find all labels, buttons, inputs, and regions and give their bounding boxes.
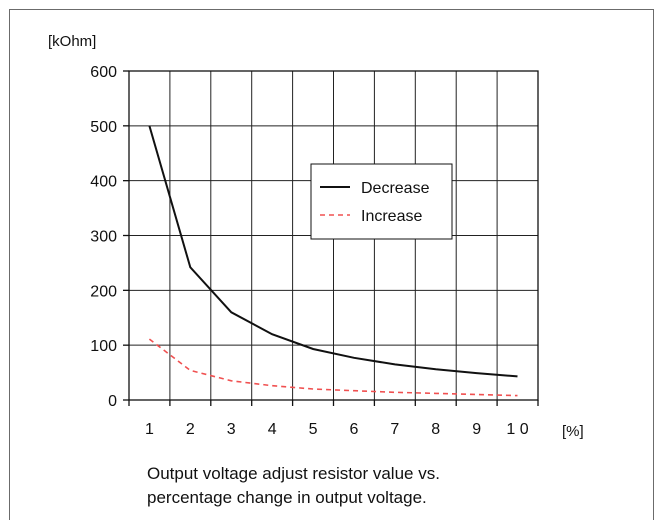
x-tick-label: 7 xyxy=(390,421,399,438)
x-tick-label: 3 xyxy=(227,421,236,438)
y-tick-label: 500 xyxy=(90,119,117,136)
y-tick-label: 200 xyxy=(90,283,117,300)
x-tick-labels: 1 2 3 4 5 6 7 8 9 1 0 xyxy=(145,421,529,438)
figure-frame xyxy=(9,9,654,520)
series-line-increase xyxy=(148,338,518,397)
chart-caption: Output voltage adjust resistor value vs.… xyxy=(147,462,567,510)
y-tick-label: 600 xyxy=(90,64,117,81)
y-axis-unit: [kOhm] xyxy=(48,33,96,50)
x-tick-label: 1 0 xyxy=(506,421,528,438)
legend-box xyxy=(310,163,453,240)
x-tick-label: 4 xyxy=(268,421,277,438)
x-tick-label: 9 xyxy=(472,421,481,438)
x-tick-label: 2 xyxy=(186,421,195,438)
x-tick-label: 8 xyxy=(431,421,440,438)
y-tick-labels: 0 100 200 300 400 500 600 xyxy=(90,64,117,410)
y-tick-label: 400 xyxy=(90,174,117,191)
legend-decrease-label: Decrease xyxy=(361,180,430,197)
caption-line-1: Output voltage adjust resistor value vs. xyxy=(147,464,440,483)
y-tick-label: 100 xyxy=(90,338,117,355)
x-tick-label: 6 xyxy=(349,421,358,438)
tick-marks xyxy=(123,70,539,406)
legend-increase-label: Increase xyxy=(361,208,422,225)
x-tick-label: 1 xyxy=(145,421,154,438)
x-axis-unit: [%] xyxy=(562,423,584,440)
y-tick-label: 0 xyxy=(108,393,117,410)
legend: Decrease Increase xyxy=(310,163,453,240)
series-line-decrease xyxy=(148,125,518,378)
y-tick-label: 300 xyxy=(90,229,117,246)
series-lines xyxy=(148,125,518,397)
x-tick-label: 5 xyxy=(309,421,318,438)
caption-line-2: percentage change in output voltage. xyxy=(147,488,427,507)
